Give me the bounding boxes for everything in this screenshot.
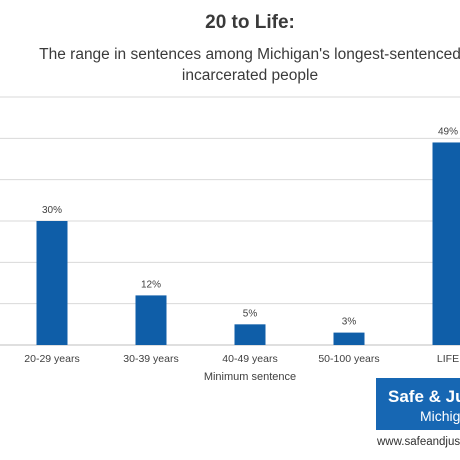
bars — [36, 142, 460, 345]
chart-title: 20 to Life: — [205, 12, 295, 33]
x-tick-label-1: 20-29 years — [24, 353, 79, 365]
x-tick-label-3: 40-49 years — [222, 353, 277, 365]
logo-url: www.safeandjust.org — [377, 436, 460, 448]
bar-3 — [234, 324, 266, 345]
logo-name: Safe & Just — [388, 387, 460, 406]
data-label-1: 30% — [42, 205, 62, 216]
bar-1 — [36, 221, 68, 345]
x-tick-label-4: 50-100 years — [318, 353, 379, 365]
data-label-5: 49% — [438, 126, 458, 137]
subtitle-line-2: incarcerated people — [181, 67, 319, 84]
subtitle-line-1: The range in sentences among Michigan's … — [39, 46, 460, 63]
data-label-2: 12% — [141, 279, 161, 290]
x-tick-labels: 20-29 years 30-39 years 40-49 years 50-100 … — [24, 353, 459, 365]
bar-4 — [333, 332, 365, 345]
x-tick-label-5: LIFE — [437, 353, 459, 365]
logo-state: Michigan — [420, 408, 460, 424]
data-label-4: 3% — [342, 317, 357, 328]
data-labels: 30% 12% 5% 3% 49% — [42, 126, 458, 327]
chart-subtitle: The range in sentences among Michigan's … — [0, 44, 460, 86]
x-tick-label-2: 30-39 years — [123, 353, 178, 365]
bar-2 — [135, 295, 167, 345]
bar-5 — [432, 142, 460, 345]
x-axis-label: Minimum sentence — [204, 371, 296, 383]
gridlines — [0, 96, 460, 346]
data-label-3: 5% — [243, 308, 258, 319]
logo: Safe & Just Michigan — [376, 378, 460, 430]
